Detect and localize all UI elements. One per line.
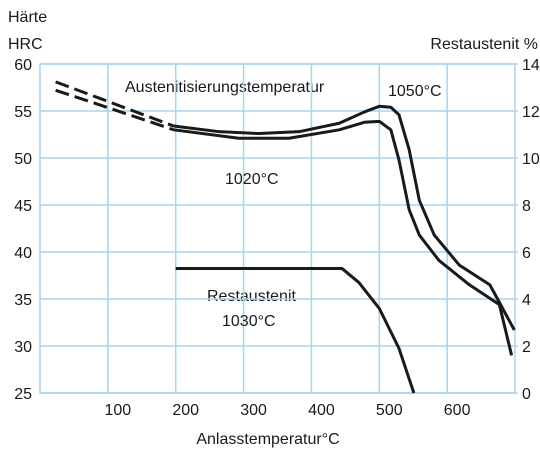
y2-tick-label: 2: [522, 339, 531, 356]
y-tick-label: 45: [14, 198, 32, 215]
y2-tick-label: 8: [522, 198, 531, 215]
series-label: 1020°C: [225, 171, 279, 188]
y-axis-label: HRC: [8, 36, 43, 53]
y-tick-label: 50: [14, 151, 32, 168]
y2-tick-label: 12: [522, 104, 540, 121]
annotation: Austenitisierungstemperatur: [125, 79, 325, 96]
y-tick-label: 40: [14, 245, 32, 262]
y-tick-label: 60: [14, 57, 32, 74]
x-tick-label: 300: [240, 402, 267, 419]
series-label: 1050°C: [388, 83, 442, 100]
y-axis-label: Härte: [8, 9, 47, 26]
y2-tick-label: 14: [522, 57, 540, 74]
line: [173, 119, 514, 356]
y-tick-label: 30: [14, 339, 32, 356]
x-tick-label: 400: [308, 402, 335, 419]
annotation: Restaustenit: [207, 288, 296, 305]
y-tick-label: 25: [14, 386, 32, 403]
y2-tick-label: 10: [522, 151, 540, 168]
x-tick-label: 200: [172, 402, 199, 419]
line: [173, 104, 516, 331]
x-tick-label: 100: [105, 402, 132, 419]
y2-tick-label: 0: [522, 386, 531, 403]
y-tick-label: 35: [14, 292, 32, 309]
plot-frame: [39, 63, 516, 394]
y2-tick-label: 6: [522, 245, 531, 262]
x-tick-label: 600: [444, 402, 471, 419]
y2-axis-label: Restaustenit %: [430, 36, 538, 53]
y-tick-label: 55: [14, 104, 32, 121]
line: [55, 80, 175, 128]
series-label: 1030°C: [222, 313, 276, 330]
line: [55, 88, 175, 132]
line: [175, 266, 416, 394]
x-tick-label: 500: [376, 402, 403, 419]
x-axis-label: Anlasstemperatur°C: [196, 431, 339, 448]
y2-tick-label: 4: [522, 292, 531, 309]
